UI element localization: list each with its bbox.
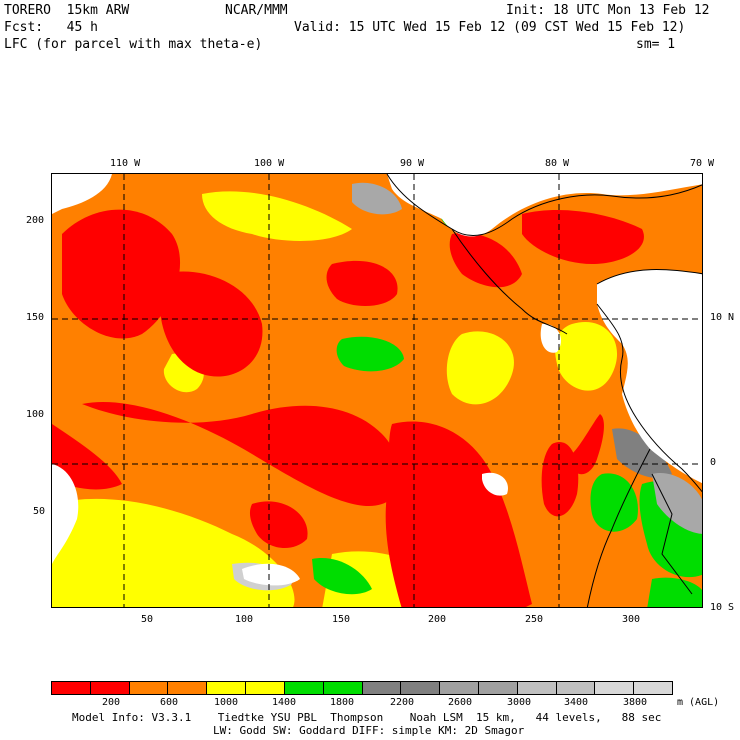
grid-y-label-100: 100: [26, 409, 45, 420]
grid-x-label-300: 300: [622, 614, 641, 625]
legend-label-200: 200: [102, 697, 121, 708]
legend-swatch-11: [478, 682, 518, 694]
legend-swatch-9: [401, 682, 441, 694]
grid-x-label-150: 150: [332, 614, 351, 625]
model-info-line2: LW: Godd SW: Goddard DIFF: simple KM: 2D…: [213, 724, 525, 737]
grid-y-label-150: 150: [26, 312, 45, 323]
lat-label-10s: 10 S: [710, 602, 735, 613]
lat-label-0: 0: [710, 457, 717, 468]
grid-y-label-50: 50: [33, 506, 46, 517]
smoothing-label: sm= 1: [636, 37, 676, 52]
legend-label-1400: 1400: [272, 697, 297, 708]
legend-units: m (AGL): [677, 697, 720, 708]
legend-swatch-0: [52, 682, 91, 694]
legend-label-1000: 1000: [214, 697, 239, 708]
legend-swatch-8: [362, 682, 402, 694]
land-white-areas: [52, 174, 702, 586]
legend-swatch-14: [595, 682, 635, 694]
legend-label-600: 600: [160, 697, 179, 708]
init-time: Init: 18 UTC Mon 13 Feb 12: [506, 3, 710, 18]
grid-x-label-100: 100: [235, 614, 254, 625]
legend-swatch-3: [168, 682, 208, 694]
lat-label-10n: 10 N: [710, 312, 735, 323]
legend-label-3800: 3800: [623, 697, 648, 708]
legend-swatch-15: [634, 682, 672, 694]
model-info-line1: Model Info: V3.3.1 Tiedtke YSU PBL Thomp…: [72, 711, 662, 724]
legend-label-2600: 2600: [448, 697, 473, 708]
lfc-field-svg: [52, 174, 702, 607]
legend-swatch-1: [90, 682, 130, 694]
legend-label-3400: 3400: [564, 697, 589, 708]
legend-swatch-4: [207, 682, 247, 694]
legend-colorbar: [51, 681, 673, 695]
legend-label-3000: 3000: [507, 697, 532, 708]
legend-swatch-6: [284, 682, 324, 694]
grid-x-label-200: 200: [428, 614, 447, 625]
legend-swatch-7: [323, 682, 363, 694]
grid-y-label-200: 200: [26, 215, 45, 226]
legend-swatch-12: [517, 682, 557, 694]
field-red-regions: [52, 209, 644, 607]
grid-x-label-250: 250: [525, 614, 544, 625]
forecast-hour: Fcst: 45 h: [4, 20, 98, 35]
model-title: TORERO 15km ARW: [4, 3, 130, 18]
legend-swatch-10: [440, 682, 479, 694]
lon-label-80w: 80 W: [545, 158, 570, 169]
legend-swatch-2: [129, 682, 169, 694]
lon-label-100w: 100 W: [254, 158, 285, 169]
field-name: LFC (for parcel with max theta-e): [4, 37, 263, 52]
grid-x-label-50: 50: [141, 614, 154, 625]
lfc-map: [51, 173, 703, 608]
legend-swatch-13: [556, 682, 596, 694]
org-label: NCAR/MMM: [225, 3, 288, 18]
lon-label-90w: 90 W: [400, 158, 425, 169]
legend-swatch-5: [246, 682, 285, 694]
lon-label-110w: 110 W: [110, 158, 141, 169]
lon-label-70w: 70 W: [690, 158, 715, 169]
legend-label-2200: 2200: [390, 697, 415, 708]
legend-label-1800: 1800: [330, 697, 355, 708]
lat-lon-grid: [52, 174, 702, 607]
coastlines: [386, 174, 702, 607]
valid-time: Valid: 15 UTC Wed 15 Feb 12 (09 CST Wed …: [294, 20, 686, 35]
